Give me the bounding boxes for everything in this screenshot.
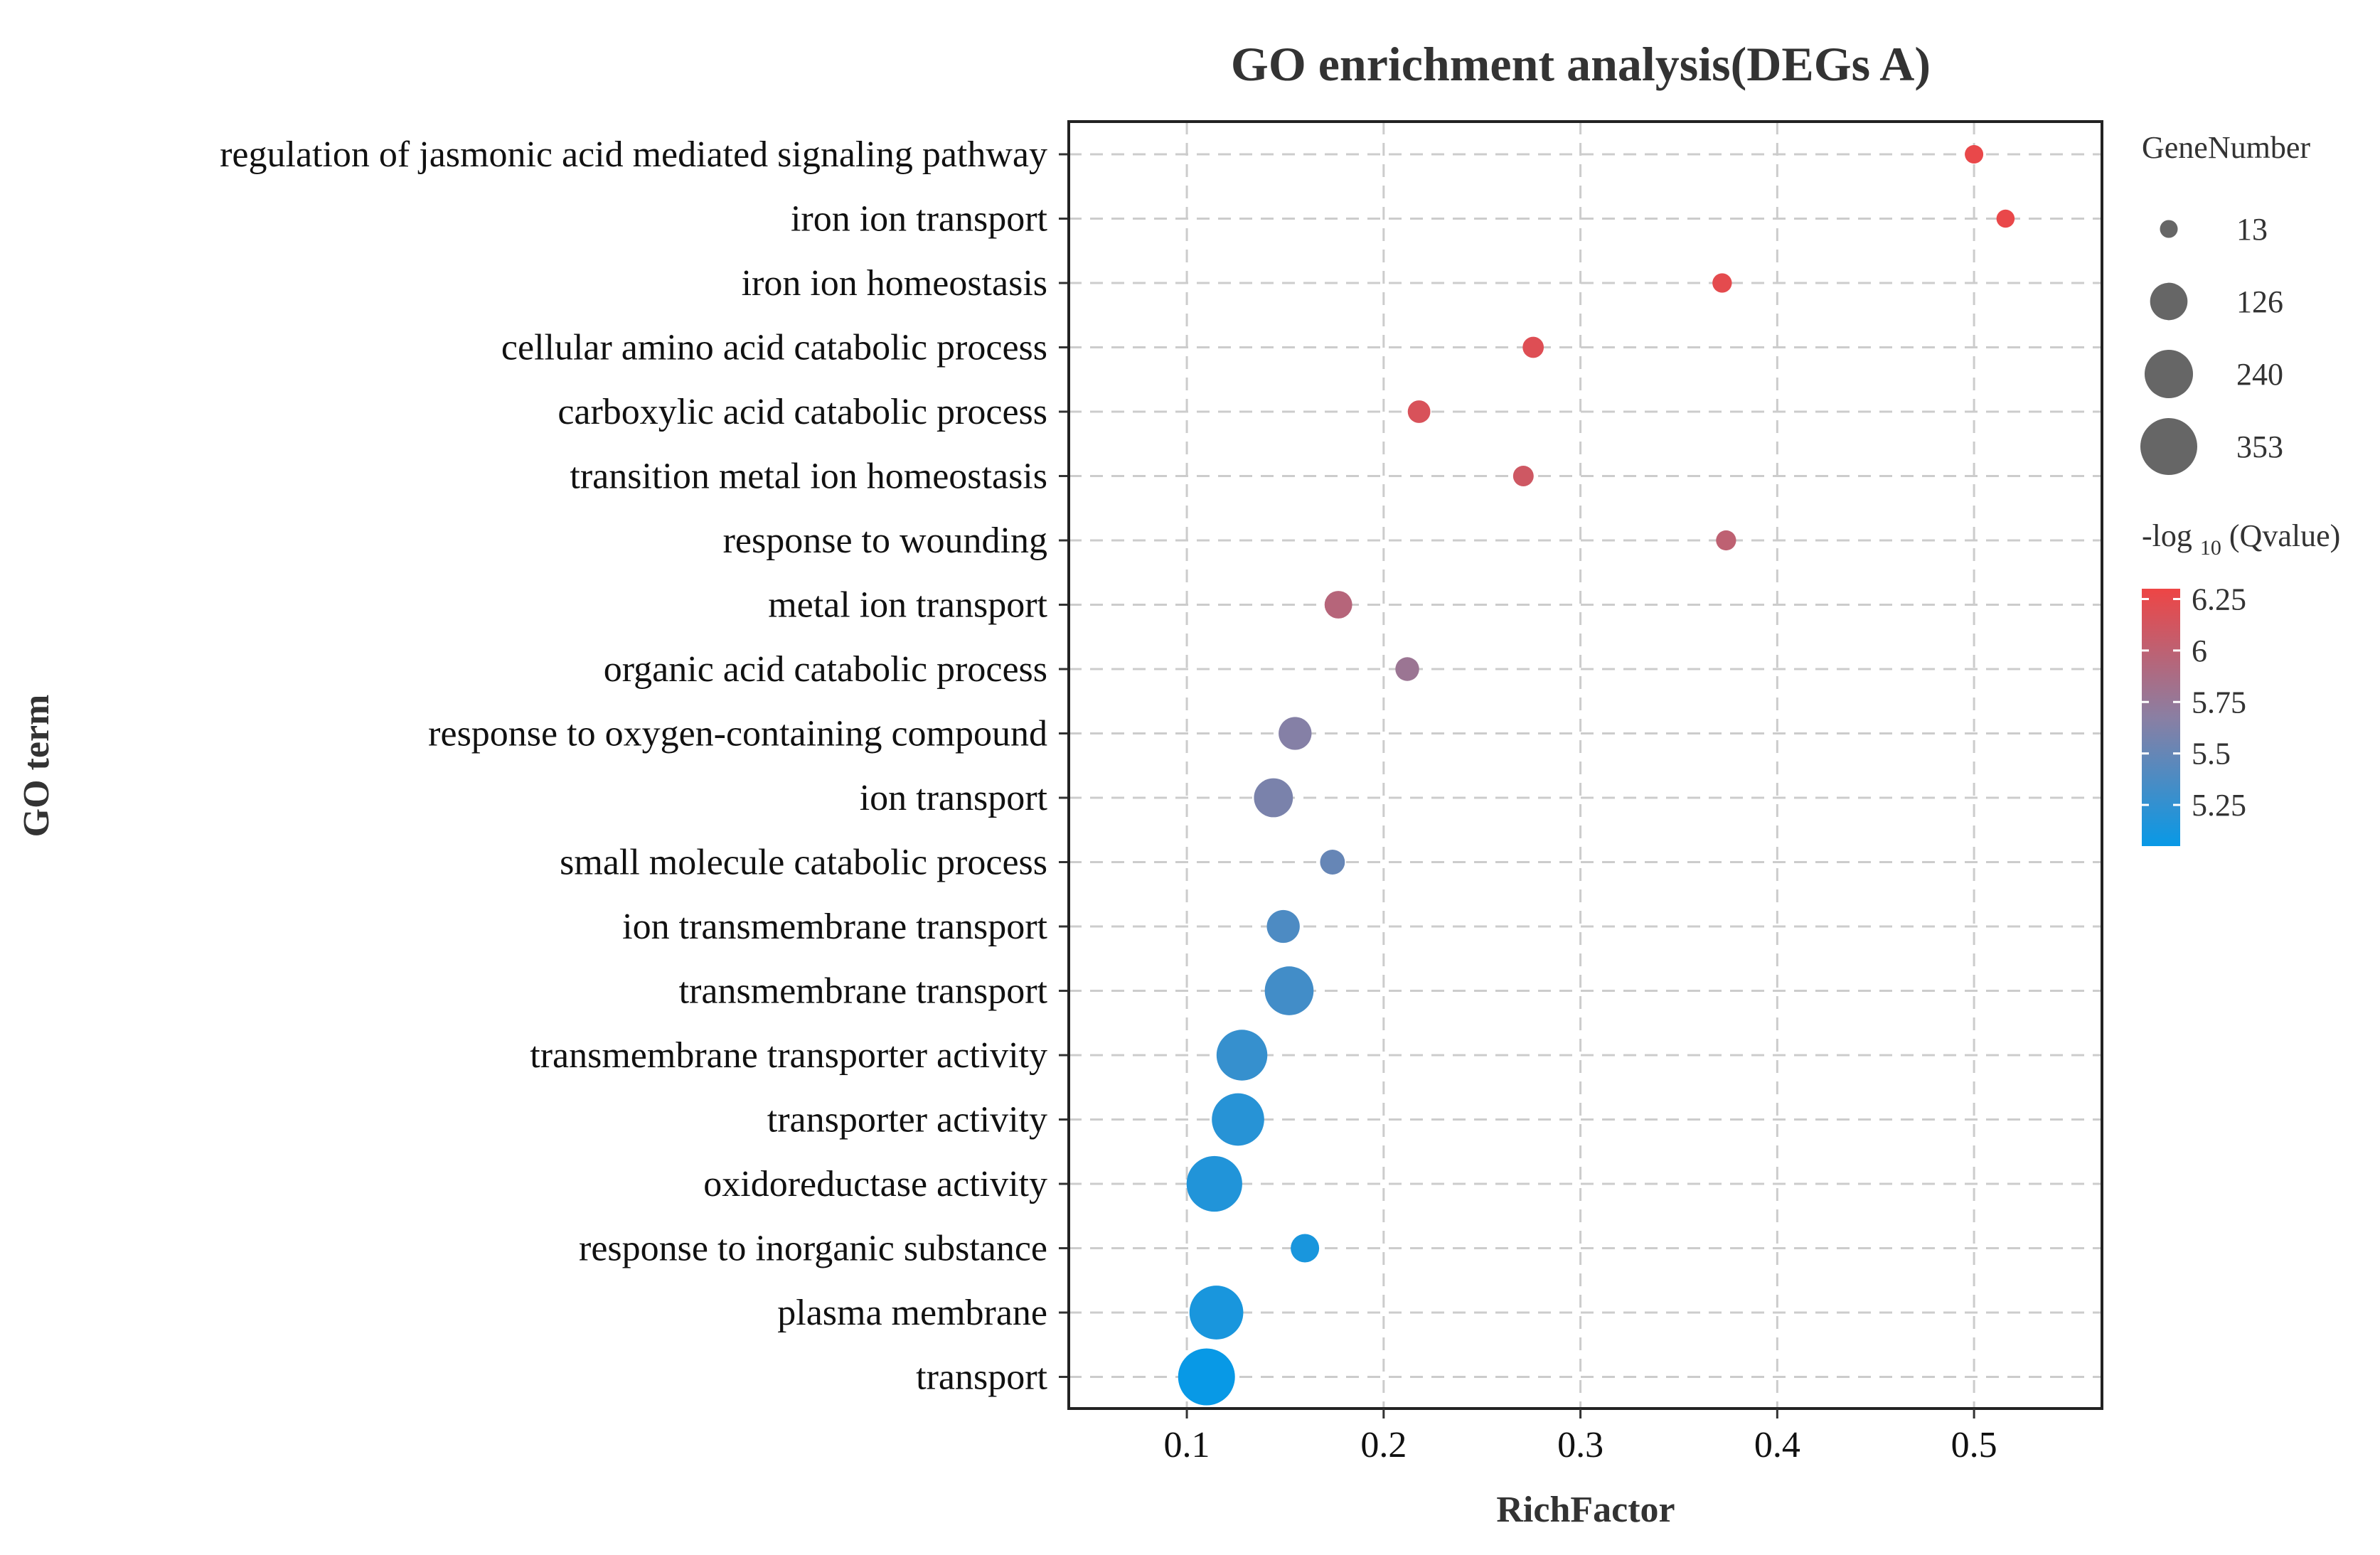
- y-tick-label: carboxylic acid catabolic process: [557, 392, 1047, 432]
- data-point: [1266, 909, 1300, 944]
- x-tick-label: 0.1: [1164, 1425, 1210, 1465]
- y-tick-label: transmembrane transporter activity: [530, 1035, 1047, 1076]
- color-legend-tick-label: 6: [2192, 634, 2207, 668]
- size-legend-title: GeneNumber: [2142, 130, 2310, 165]
- y-tick-label: response to wounding: [723, 520, 1047, 561]
- x-axis-ticks: 0.1 0.2 0.3 0.4 0.5: [1164, 1409, 1997, 1465]
- color-legend-tick-label: 6.25: [2192, 582, 2246, 616]
- data-point: [1320, 850, 1345, 875]
- size-legend-label: 240: [2236, 357, 2283, 392]
- y-tick-label: plasma membrane: [777, 1293, 1047, 1333]
- y-tick-label: response to inorganic substance: [579, 1229, 1047, 1269]
- color-legend-title-suffix: (Qvalue): [2229, 518, 2340, 553]
- y-tick-label: ion transport: [860, 778, 1048, 818]
- color-legend-tick-label: 5.25: [2192, 788, 2246, 823]
- color-legend-tick-label: 5.5: [2192, 737, 2231, 771]
- size-legend-label: 13: [2236, 212, 2268, 247]
- size-legend-items: 13 126 240 353: [2140, 212, 2283, 475]
- y-tick-label: metal ion transport: [768, 585, 1047, 626]
- y-tick-label: small molecule catabolic process: [560, 843, 1047, 883]
- data-point: [1212, 1093, 1264, 1146]
- color-legend-title-prefix: -log: [2142, 518, 2192, 553]
- data-points: [1178, 144, 2015, 1406]
- y-tick-label: oxidoreductase activity: [703, 1164, 1047, 1204]
- data-point: [1216, 1030, 1268, 1081]
- y-tick-label: cellular amino acid catabolic process: [501, 328, 1047, 368]
- data-point: [1291, 1234, 1320, 1263]
- y-tick-label: ion transmembrane transport: [622, 907, 1047, 947]
- color-legend-title-subscript: 10: [2200, 536, 2221, 560]
- y-tick-label: transport: [916, 1357, 1047, 1398]
- y-tick-label: iron ion transport: [791, 199, 1048, 240]
- color-legend-bar: [2142, 589, 2180, 846]
- x-tick-label: 0.3: [1557, 1425, 1603, 1465]
- data-point: [1264, 966, 1314, 1015]
- data-point: [1996, 209, 2015, 228]
- x-tick-label: 0.5: [1951, 1425, 1997, 1465]
- color-legend-tick-label: 5.75: [2192, 685, 2246, 720]
- data-point: [1279, 717, 1312, 750]
- y-tick-label: transition metal ion homeostasis: [570, 456, 1047, 497]
- x-axis-label: RichFactor: [1496, 1490, 1675, 1530]
- x-tick-label: 0.2: [1360, 1425, 1407, 1465]
- size-legend-marker: [2140, 418, 2197, 475]
- y-tick-label: organic acid catabolic process: [604, 649, 1047, 690]
- data-point: [1178, 1348, 1235, 1406]
- size-legend: GeneNumber 13 126 240 353: [2140, 130, 2310, 475]
- y-axis-label: GO term: [16, 695, 57, 838]
- data-point: [1254, 778, 1293, 818]
- data-point: [1712, 273, 1732, 293]
- data-point: [1324, 591, 1352, 619]
- data-point: [1186, 1155, 1242, 1212]
- color-legend: -log 10 (Qvalue) 6.25 6 5.75 5.5 5.25: [2142, 518, 2340, 846]
- size-legend-label: 126: [2236, 284, 2283, 319]
- y-tick-label: response to oxygen-containing compound: [428, 714, 1047, 754]
- y-tick-label: regulation of jasmonic acid mediated sig…: [220, 134, 1047, 175]
- plot-panel-border: [1067, 120, 2103, 1410]
- data-point: [1395, 657, 1419, 681]
- size-legend-label: 353: [2236, 429, 2283, 464]
- data-point: [1716, 530, 1736, 551]
- size-legend-marker: [2144, 349, 2194, 399]
- color-legend-ticks: 6.25 6 5.75 5.5 5.25: [2142, 582, 2246, 823]
- data-point: [1965, 144, 1984, 164]
- x-tick-label: 0.4: [1754, 1425, 1800, 1465]
- grid-lines: [1069, 122, 2102, 1409]
- y-tick-label: transporter activity: [767, 1100, 1047, 1140]
- chart-title: GO enrichment analysis(DEGs A): [1231, 37, 1931, 91]
- data-point: [1512, 466, 1534, 486]
- y-axis-labels: regulation of jasmonic acid mediated sig…: [220, 134, 1069, 1398]
- data-point: [1522, 336, 1544, 358]
- y-tick-label: transmembrane transport: [679, 971, 1048, 1012]
- y-tick-label: iron ion homeostasis: [742, 263, 1047, 304]
- size-legend-marker: [2150, 282, 2188, 321]
- data-point: [1189, 1286, 1244, 1340]
- color-legend-title: -log 10 (Qvalue): [2142, 518, 2340, 562]
- size-legend-marker: [2160, 220, 2178, 238]
- data-point: [1407, 400, 1431, 423]
